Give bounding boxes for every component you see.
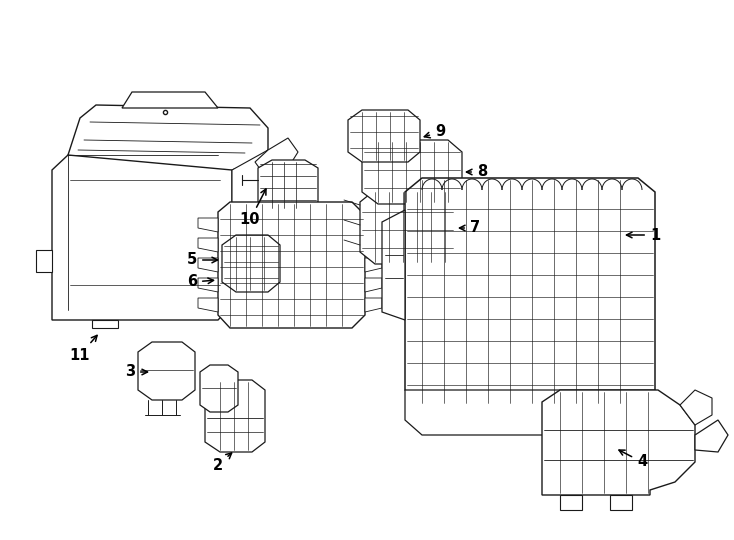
- Text: 11: 11: [70, 335, 97, 362]
- Text: 10: 10: [240, 189, 266, 227]
- Polygon shape: [36, 250, 52, 272]
- Polygon shape: [52, 155, 232, 320]
- Polygon shape: [218, 202, 365, 328]
- Polygon shape: [122, 92, 218, 108]
- Polygon shape: [560, 495, 582, 510]
- Polygon shape: [198, 218, 218, 232]
- Polygon shape: [405, 178, 655, 405]
- Polygon shape: [205, 380, 265, 452]
- Polygon shape: [198, 258, 218, 272]
- Polygon shape: [405, 390, 655, 435]
- Polygon shape: [382, 210, 405, 320]
- Polygon shape: [348, 110, 420, 162]
- Text: 7: 7: [459, 220, 480, 235]
- Text: 1: 1: [627, 227, 660, 242]
- Text: 9: 9: [424, 125, 445, 139]
- Polygon shape: [92, 320, 118, 328]
- Text: 6: 6: [187, 274, 214, 289]
- Polygon shape: [360, 190, 455, 264]
- Polygon shape: [362, 140, 462, 204]
- Polygon shape: [542, 390, 695, 495]
- Polygon shape: [198, 238, 218, 252]
- Polygon shape: [232, 150, 268, 305]
- Polygon shape: [695, 420, 728, 452]
- Polygon shape: [365, 278, 382, 292]
- Polygon shape: [258, 160, 318, 210]
- Polygon shape: [365, 218, 382, 232]
- Text: 8: 8: [467, 165, 487, 179]
- Text: 2: 2: [213, 453, 232, 472]
- Polygon shape: [610, 495, 632, 510]
- Text: 4: 4: [619, 450, 647, 469]
- Polygon shape: [365, 258, 382, 272]
- Polygon shape: [680, 390, 712, 425]
- Polygon shape: [68, 105, 268, 170]
- Polygon shape: [138, 342, 195, 400]
- Polygon shape: [222, 235, 280, 292]
- Text: 3: 3: [125, 364, 148, 380]
- Polygon shape: [198, 298, 218, 312]
- Text: 5: 5: [187, 253, 217, 267]
- Polygon shape: [200, 365, 238, 412]
- Polygon shape: [365, 298, 382, 312]
- Polygon shape: [365, 238, 382, 252]
- Polygon shape: [198, 278, 218, 292]
- Polygon shape: [255, 138, 298, 180]
